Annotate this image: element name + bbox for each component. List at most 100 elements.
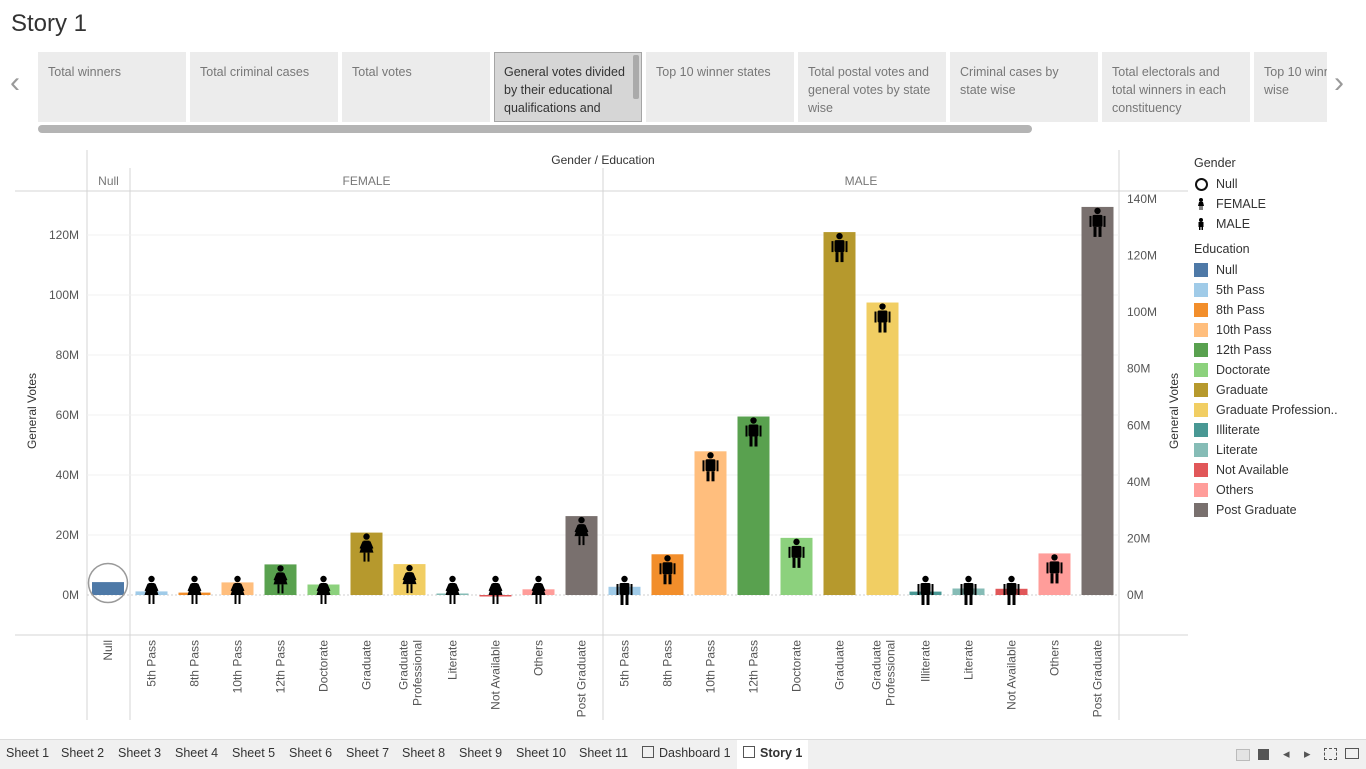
story-point-scrollbar[interactable]: [633, 55, 639, 99]
fullscreen-icon[interactable]: [1324, 748, 1337, 760]
icon-arm: [702, 460, 705, 472]
legend-education-illiterate[interactable]: Illiterate: [1194, 420, 1364, 440]
legend-label: Graduate: [1216, 383, 1269, 397]
icon-leg: [1007, 595, 1011, 605]
story-points-scrollbar[interactable]: [38, 125, 1032, 133]
y-left-tick-label: 120M: [49, 228, 79, 242]
tab-sheet-4[interactable]: Sheet 4: [169, 740, 224, 768]
y-right-tick-label: 100M: [1127, 305, 1157, 319]
icon-head: [879, 303, 886, 310]
icon-head: [664, 555, 671, 562]
bar-male-10th-pass: [694, 451, 727, 595]
story-point-total-votes[interactable]: Total votes: [342, 52, 490, 122]
legend-education-others[interactable]: Others: [1194, 480, 1364, 500]
dashboard-icon: [642, 746, 654, 758]
icon-head: [707, 452, 714, 459]
male-icon: [874, 303, 891, 333]
icon-torso: [619, 583, 630, 595]
icon-head: [406, 564, 413, 572]
tab-sheet-3[interactable]: Sheet 3: [112, 740, 167, 768]
x-category-label: Literate: [446, 640, 460, 680]
legend-education-title: Education: [1194, 242, 1250, 256]
legend-education-doctorate[interactable]: Doctorate: [1194, 360, 1364, 380]
tab-story-1[interactable]: Story 1: [737, 740, 809, 769]
icon-leg: [406, 584, 409, 594]
story-point-postal-general-votes[interactable]: Total postal votes and general votes by …: [798, 52, 946, 122]
male-icon: [788, 538, 805, 568]
legend-education-post-graduate[interactable]: Post Graduate: [1194, 500, 1364, 520]
x-category-label: Graduate: [870, 640, 884, 690]
legend-gender-female[interactable]: FEMALE: [1194, 194, 1364, 214]
story-point-total-criminal-cases[interactable]: Total criminal cases: [190, 52, 338, 122]
legend-education-12th-pass[interactable]: 12th Pass: [1194, 340, 1364, 360]
x-category-label: Others: [532, 640, 546, 676]
y-right-tick-label: 40M: [1127, 475, 1150, 489]
y-right-tick-label: 120M: [1127, 249, 1157, 263]
y-right-tick-label: 20M: [1127, 531, 1150, 545]
legend-label: Doctorate: [1216, 363, 1271, 377]
story-point-total-winners[interactable]: Total winners: [38, 52, 186, 122]
legend-label: Not Available: [1216, 463, 1289, 477]
legend-education-graduate[interactable]: Graduate: [1194, 380, 1364, 400]
legend-label: 12th Pass: [1216, 343, 1272, 357]
tab-sheet-1[interactable]: Sheet 1: [0, 740, 55, 768]
tab-sheet-8[interactable]: Sheet 8: [396, 740, 451, 768]
icon-leg: [539, 595, 542, 604]
icon-head: [191, 575, 198, 583]
legend-gender-title: Gender: [1194, 156, 1236, 170]
icon-arm: [917, 584, 920, 595]
female-icon: [445, 575, 460, 604]
tab-sheet-6[interactable]: Sheet 6: [283, 740, 338, 768]
story-point-electorals-winners[interactable]: Total electorals and total winners in ea…: [1102, 52, 1250, 122]
legend-education-5th-pass[interactable]: 5th Pass: [1194, 280, 1364, 300]
story-point-general-votes-education[interactable]: General votes divided by their education…: [494, 52, 642, 122]
legend-education-not-available[interactable]: Not Available: [1194, 460, 1364, 480]
y-left-axis-title: General Votes: [25, 373, 39, 449]
tab-sheet-9[interactable]: Sheet 9: [453, 740, 508, 768]
icon-head: [234, 575, 241, 583]
icon-head: [320, 575, 327, 583]
story-point-top-10-winner-states[interactable]: Top 10 winner states: [646, 52, 794, 122]
legend-label: Post Graduate: [1216, 503, 1297, 517]
icon-torso: [920, 583, 931, 595]
tab-sheet-10[interactable]: Sheet 10: [510, 740, 572, 768]
pane-header-female: FEMALE: [342, 174, 390, 188]
presentation-mode-icon[interactable]: [1345, 748, 1359, 759]
next-story-point-arrow[interactable]: ›: [1334, 66, 1344, 99]
icon-leg: [749, 436, 753, 447]
icon-leg: [878, 322, 882, 333]
tab-sheet-11[interactable]: Sheet 11: [573, 740, 634, 768]
icon-leg: [620, 595, 624, 605]
female-icon: [144, 575, 159, 604]
story-point-top-10-party[interactable]: Top 10 winners party wise: [1254, 52, 1327, 122]
filmstrip-view-icon[interactable]: [1258, 749, 1269, 760]
x-category-label: 12th Pass: [274, 640, 288, 693]
story-point-criminal-cases-state[interactable]: Criminal cases by state wise: [950, 52, 1098, 122]
tab-dashboard-1[interactable]: Dashboard 1: [636, 740, 737, 768]
tab-sheet-7[interactable]: Sheet 7: [340, 740, 395, 768]
story-point-label: Total winners: [48, 65, 121, 79]
legend-education-10th-pass[interactable]: 10th Pass: [1194, 320, 1364, 340]
legend-gender-null[interactable]: Null: [1194, 174, 1364, 194]
legend-education-null[interactable]: Null: [1194, 260, 1364, 280]
tab-sheet-2[interactable]: Sheet 2: [55, 740, 110, 768]
x-category-label: 10th Pass: [231, 640, 245, 693]
icon-leg: [367, 552, 370, 562]
previous-sheet-icon[interactable]: ◂: [1283, 746, 1290, 761]
x-category-label: Professional: [884, 640, 898, 706]
legend-education-literate[interactable]: Literate: [1194, 440, 1364, 460]
icon-arms: [402, 572, 417, 581]
grid-view-icon[interactable]: [1236, 749, 1250, 761]
legend-education-graduate-profession-[interactable]: Graduate Profession..: [1194, 400, 1364, 420]
icon-arms: [144, 583, 159, 592]
next-sheet-icon[interactable]: ▸: [1304, 746, 1311, 761]
icon-leg: [320, 595, 323, 604]
legend-education-8th-pass[interactable]: 8th Pass: [1194, 300, 1364, 320]
legend-gender-male[interactable]: MALE: [1194, 214, 1364, 234]
tab-sheet-5[interactable]: Sheet 5: [226, 740, 281, 768]
prev-story-point-arrow[interactable]: ‹: [10, 66, 20, 99]
legend-label: 8th Pass: [1216, 303, 1265, 317]
x-category-label: Professional: [411, 640, 425, 706]
legend-label: 10th Pass: [1216, 323, 1272, 337]
x-category-label: Graduate: [833, 640, 847, 690]
